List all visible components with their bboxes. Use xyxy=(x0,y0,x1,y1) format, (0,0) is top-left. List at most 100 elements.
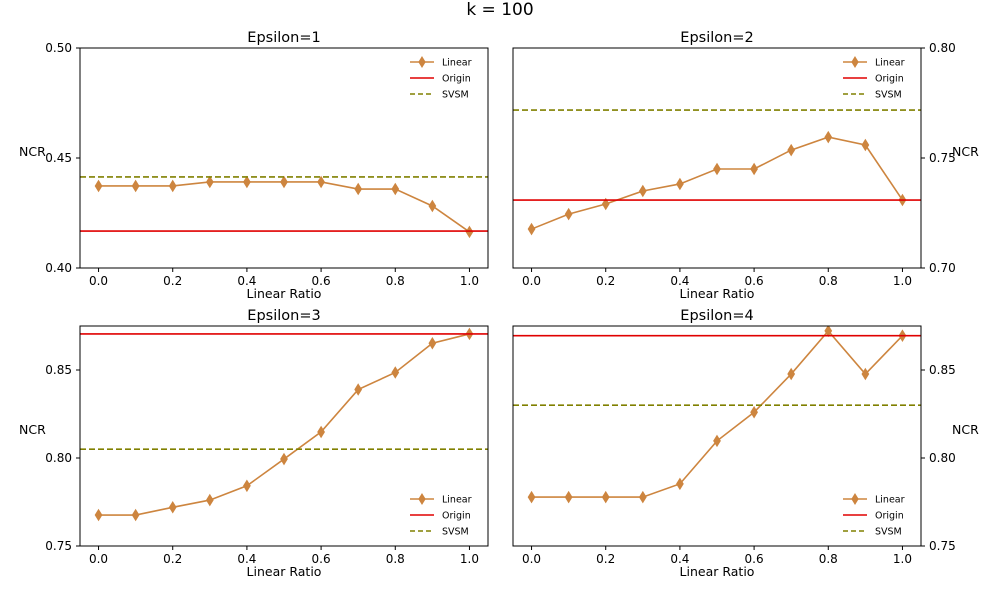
linear-point xyxy=(465,225,474,239)
figure-suptitle: k = 100 xyxy=(466,0,533,20)
subplot-1: Epsilon=1 0.0 0.2 0.4 0.6 0.8 1.0 0.40 0.45 0.50 L… xyxy=(19,30,489,301)
x-tick-label: 0.2 xyxy=(163,552,182,566)
y-tick-label: 0.45 xyxy=(45,151,72,165)
linear-point xyxy=(428,199,437,213)
linear-point xyxy=(527,490,536,504)
subplot-2: Epsilon=2 0.0 0.2 0.4 0.6 0.8 1.0 0.70 0.75 0.80 L… xyxy=(512,30,979,301)
linear-point xyxy=(280,452,288,466)
linear-point xyxy=(391,366,400,379)
x-tick-label: 0.8 xyxy=(819,274,838,288)
plot-area xyxy=(80,175,488,239)
y-tick-label: 0.85 xyxy=(929,363,956,377)
linear-point xyxy=(131,179,140,193)
y-tick-label: 0.50 xyxy=(45,41,72,55)
y-tick-label: 0.75 xyxy=(929,539,956,553)
subplot-title: Epsilon=1 xyxy=(247,30,320,46)
legend-label: Origin xyxy=(442,74,471,85)
legend-marker xyxy=(418,493,426,505)
axes-frame xyxy=(79,47,489,269)
y-tick-label: 0.40 xyxy=(45,261,72,275)
plot-area xyxy=(513,109,921,236)
x-tick-label: 1.0 xyxy=(893,274,912,288)
linear-point xyxy=(354,182,363,196)
linear-series-line xyxy=(98,333,470,516)
x-tick-label: 0.6 xyxy=(312,274,331,288)
x-tick-label: 0.2 xyxy=(596,552,615,566)
y-axis-label: NCR xyxy=(19,422,46,437)
x-tick-label: 0.2 xyxy=(596,274,615,288)
legend-label: SVSM xyxy=(442,527,469,538)
legend-label: Origin xyxy=(442,511,471,522)
x-tick-label: 1.0 xyxy=(460,274,479,288)
linear-point xyxy=(861,367,870,381)
x-tick-label: 0.6 xyxy=(312,552,331,566)
legend: Linear Origin SVSM xyxy=(410,493,472,538)
linear-series-line xyxy=(531,329,904,498)
y-tick-label: 0.75 xyxy=(929,151,956,165)
y-axis-label: NCR xyxy=(952,144,979,159)
y-tick-label: 0.85 xyxy=(45,363,72,377)
y-tick-label: 0.80 xyxy=(929,451,956,465)
legend-label: Origin xyxy=(875,511,904,522)
linear-point xyxy=(676,177,684,191)
x-axis-label: Linear Ratio xyxy=(247,286,322,301)
linear-point xyxy=(280,175,288,189)
x-tick-label: 0.2 xyxy=(163,274,182,288)
linear-point xyxy=(713,162,721,176)
subplot-title: Epsilon=2 xyxy=(680,30,753,46)
subplot-3: Epsilon=3 0.0 0.2 0.4 0.6 0.8 1.0 0.75 0.80 0.85 L… xyxy=(19,308,489,579)
x-tick-label: 0.4 xyxy=(237,552,256,566)
axes-frame xyxy=(79,325,489,547)
x-tick-label: 0.0 xyxy=(89,552,108,566)
linear-point xyxy=(824,130,833,144)
x-tick-label: 1.0 xyxy=(460,552,479,566)
linear-point xyxy=(601,197,610,211)
legend: Linear Origin SVSM xyxy=(410,56,472,101)
linear-point xyxy=(168,179,177,193)
legend-label: Linear xyxy=(875,58,905,69)
linear-point xyxy=(94,508,103,522)
linear-series-line xyxy=(98,181,470,233)
legend-label: Linear xyxy=(875,495,905,506)
axes-frame xyxy=(512,325,922,547)
x-tick-label: 0.8 xyxy=(386,552,405,566)
axes-frame xyxy=(512,47,922,269)
linear-point xyxy=(354,383,363,396)
linear-point xyxy=(750,162,758,176)
legend-marker xyxy=(418,56,426,68)
linear-point xyxy=(94,179,103,193)
linear-series-line xyxy=(531,136,904,230)
linear-point xyxy=(676,477,684,491)
linear-point xyxy=(601,490,610,504)
x-tick-label: 0.4 xyxy=(237,274,256,288)
legend-label: SVSM xyxy=(875,90,902,101)
linear-point xyxy=(564,207,573,221)
x-tick-label: 0.8 xyxy=(819,552,838,566)
plot-area xyxy=(513,326,921,504)
legend-marker xyxy=(851,493,859,505)
x-tick-label: 0.0 xyxy=(522,552,541,566)
legend: Linear Origin SVSM xyxy=(843,493,905,538)
linear-point xyxy=(317,175,325,189)
subplot-title: Epsilon=4 xyxy=(680,308,753,324)
linear-point xyxy=(638,184,647,198)
legend-label: SVSM xyxy=(875,527,902,538)
legend-label: Linear xyxy=(442,495,472,506)
x-tick-label: 0.4 xyxy=(670,552,689,566)
linear-point xyxy=(205,493,214,507)
legend-label: Origin xyxy=(875,74,904,85)
x-tick-label: 0.8 xyxy=(386,274,405,288)
linear-point xyxy=(317,425,325,439)
legend: Linear Origin SVSM xyxy=(843,56,905,101)
y-tick-label: 0.80 xyxy=(45,451,72,465)
plot-area xyxy=(80,327,488,522)
linear-point xyxy=(527,222,536,236)
x-tick-label: 0.6 xyxy=(745,274,764,288)
x-axis-label: Linear Ratio xyxy=(680,286,755,301)
linear-point xyxy=(243,175,251,189)
linear-point xyxy=(168,501,177,514)
legend-marker xyxy=(851,56,859,68)
y-axis-label: NCR xyxy=(19,144,46,159)
linear-point xyxy=(428,336,437,350)
